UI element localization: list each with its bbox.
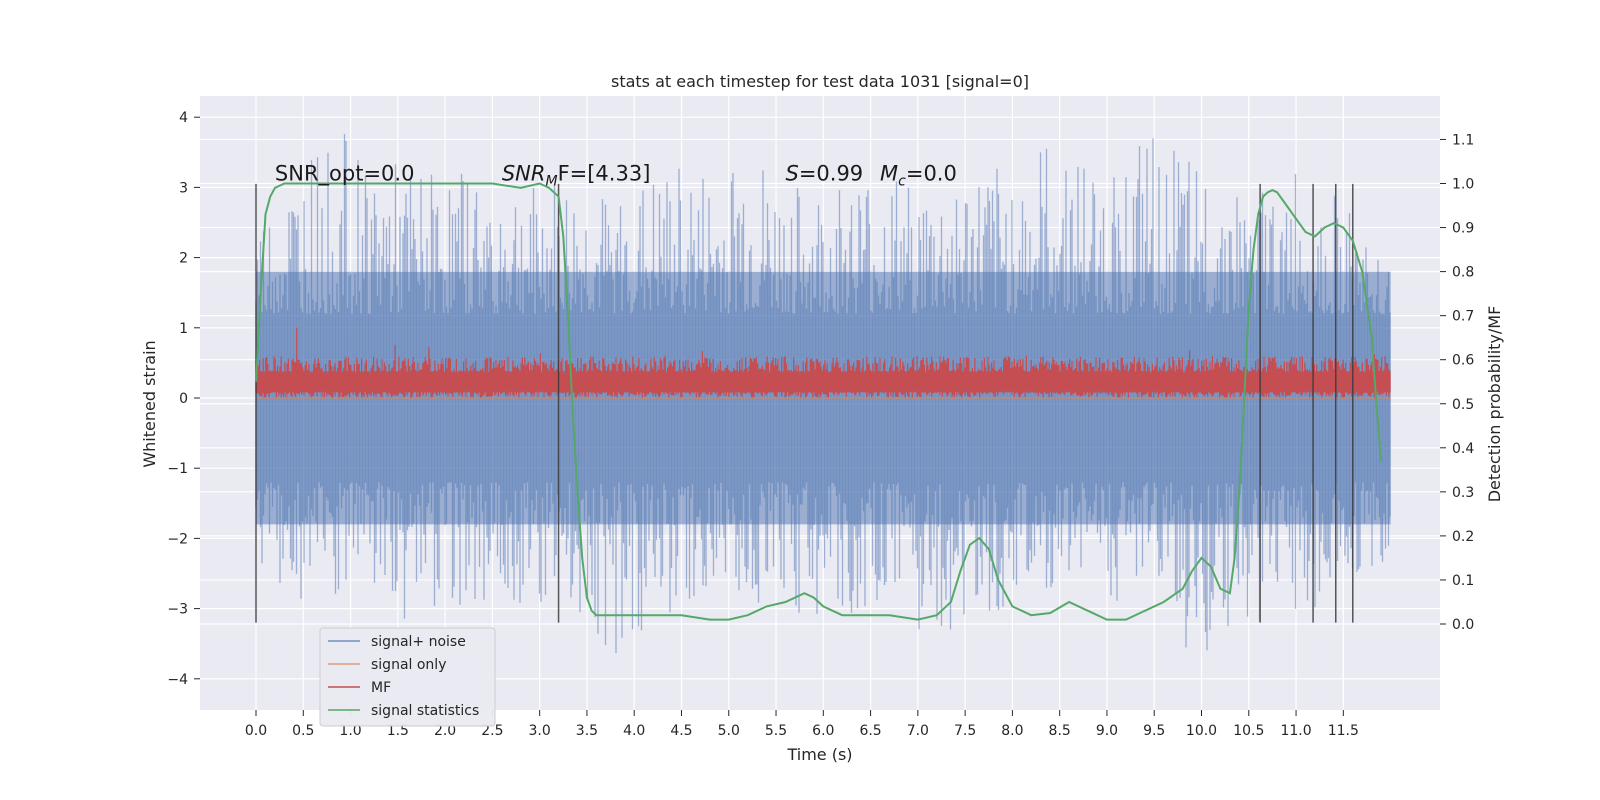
legend-label: signal statistics (371, 703, 479, 719)
y2-tick-label: 0.2 (1452, 529, 1474, 545)
x-tick-label: 7.5 (954, 723, 976, 739)
y2-axis-label: Detection probability/MF (1485, 306, 1504, 503)
x-tick-label: 4.5 (670, 723, 692, 739)
y-tick-label: −3 (167, 602, 188, 618)
y-tick-label: 1 (179, 321, 188, 337)
y2-tick-label: 0.8 (1452, 265, 1474, 281)
x-tick-label: 1.5 (387, 723, 409, 739)
y-tick-label: −4 (167, 672, 188, 688)
x-tick-label: 5.0 (718, 723, 740, 739)
legend-label: signal+ noise (371, 634, 466, 650)
annotation-snr-mf: SNRMF=[4.33] (502, 161, 651, 189)
y2-tick-label: 0.3 (1452, 485, 1474, 501)
x-tick-label: 8.5 (1049, 723, 1071, 739)
annotation-snr-opt: SNR_opt=0.0 (275, 161, 415, 186)
y2-tick-label: 0.5 (1452, 397, 1474, 413)
legend-label: MF (371, 680, 391, 696)
signal-statistics-line (255, 182, 1383, 621)
annotations: SNR_opt=0.0 SNRMF=[4.33] S=0.99 Mc=0.0 (275, 161, 957, 189)
y2-tick-label: 1.0 (1452, 177, 1474, 193)
annotation-s-value: S=0.99 (785, 161, 863, 185)
mf-series (255, 327, 1391, 398)
x-tick-label: 9.0 (1096, 723, 1118, 739)
x-tick-label: 0.5 (292, 723, 314, 739)
y2-tick-label: 0.7 (1452, 309, 1474, 325)
x-axis-ticks: 0.0 0.5 1.0 1.5 2.0 2.5 3.0 3.5 4.0 4.5 5.0 5.5 6.0 6… (245, 710, 1359, 739)
x-tick-label: 0.0 (245, 723, 267, 739)
x-tick-label: 2.5 (481, 723, 503, 739)
x-tick-label: 6.0 (812, 723, 834, 739)
x-tick-label: 1.0 (339, 723, 361, 739)
x-axis-label: Time (s) (786, 745, 852, 764)
vertical-markers (255, 183, 1354, 623)
x-tick-label: 8.0 (1001, 723, 1023, 739)
x-tick-label: 3.5 (576, 723, 598, 739)
signal-statistics-series (255, 182, 1383, 621)
y-tick-label: 3 (179, 180, 188, 196)
legend: signal+ noise signal only MF signal statist… (319, 627, 496, 727)
x-tick-label: 11.0 (1280, 723, 1311, 739)
y-axis-ticks: −4 −3 −2 −1 0 1 2 3 4 (167, 110, 200, 688)
x-tick-label: 10.5 (1233, 723, 1264, 739)
x-tick-label: 5.5 (765, 723, 787, 739)
y2-tick-label: 0.9 (1452, 221, 1474, 237)
x-tick-label: 7.0 (907, 723, 929, 739)
x-tick-label: 4.0 (623, 723, 645, 739)
y2-tick-label: 0.0 (1452, 617, 1474, 633)
y2-tick-label: 0.6 (1452, 353, 1474, 369)
y-tick-label: 0 (179, 391, 188, 407)
chart-title: stats at each timestep for test data 103… (611, 72, 1029, 91)
x-tick-label: 3.0 (529, 723, 551, 739)
y-tick-label: −2 (167, 531, 188, 547)
y-tick-label: 4 (179, 110, 188, 126)
x-tick-label: 11.5 (1328, 723, 1359, 739)
legend-label: signal only (371, 657, 446, 673)
y-tick-label: −1 (167, 461, 188, 477)
y2-axis-ticks: 0.0 0.1 0.2 0.3 0.4 0.5 0.6 0.7 0.8 0.9 1.0 1.1 (1440, 132, 1474, 633)
y2-tick-label: 0.4 (1452, 441, 1474, 457)
y-axis-label: Whitened strain (140, 340, 159, 467)
x-tick-label: 10.0 (1186, 723, 1217, 739)
x-tick-label: 9.5 (1143, 723, 1165, 739)
y2-tick-label: 0.1 (1452, 573, 1474, 589)
x-tick-label: 6.5 (859, 723, 881, 739)
annotation-mc-value: Mc=0.0 (880, 161, 957, 189)
x-tick-label: 2.0 (434, 723, 456, 739)
y-tick-label: 2 (179, 251, 188, 267)
y2-tick-label: 1.1 (1452, 132, 1474, 148)
